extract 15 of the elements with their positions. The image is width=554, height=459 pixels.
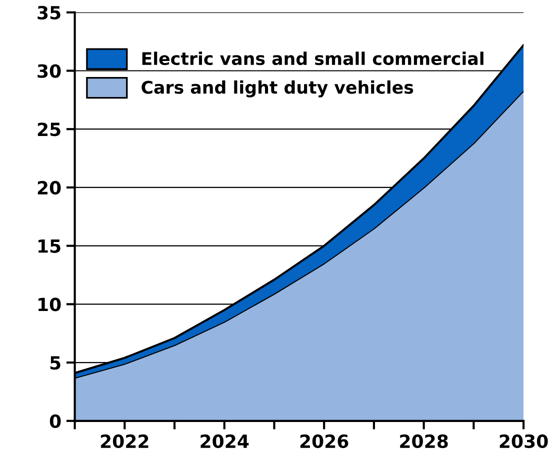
y-tick-label: 5 bbox=[50, 356, 60, 370]
x-tick-label: 2024 bbox=[200, 434, 249, 448]
y-tick-label: 20 bbox=[38, 180, 61, 195]
x-tick-label: 2028 bbox=[400, 434, 448, 448]
y-tick-label: 0 bbox=[50, 414, 61, 428]
x-tick-label: 2026 bbox=[300, 434, 348, 448]
legend-label: Cars and light duty vehicles bbox=[142, 80, 414, 98]
y-tick-label: 15 bbox=[38, 240, 60, 253]
y-tick-label: 35 bbox=[38, 6, 60, 20]
y-tick-label: 30 bbox=[38, 64, 61, 78]
x-tick-label: 2022 bbox=[100, 434, 148, 448]
x-tick-label: 2030 bbox=[500, 434, 548, 448]
legend-label: Electric vans and small commercial bbox=[142, 52, 484, 66]
y-tick-label: 10 bbox=[38, 298, 61, 312]
y-tick-label: 25 bbox=[38, 122, 60, 136]
